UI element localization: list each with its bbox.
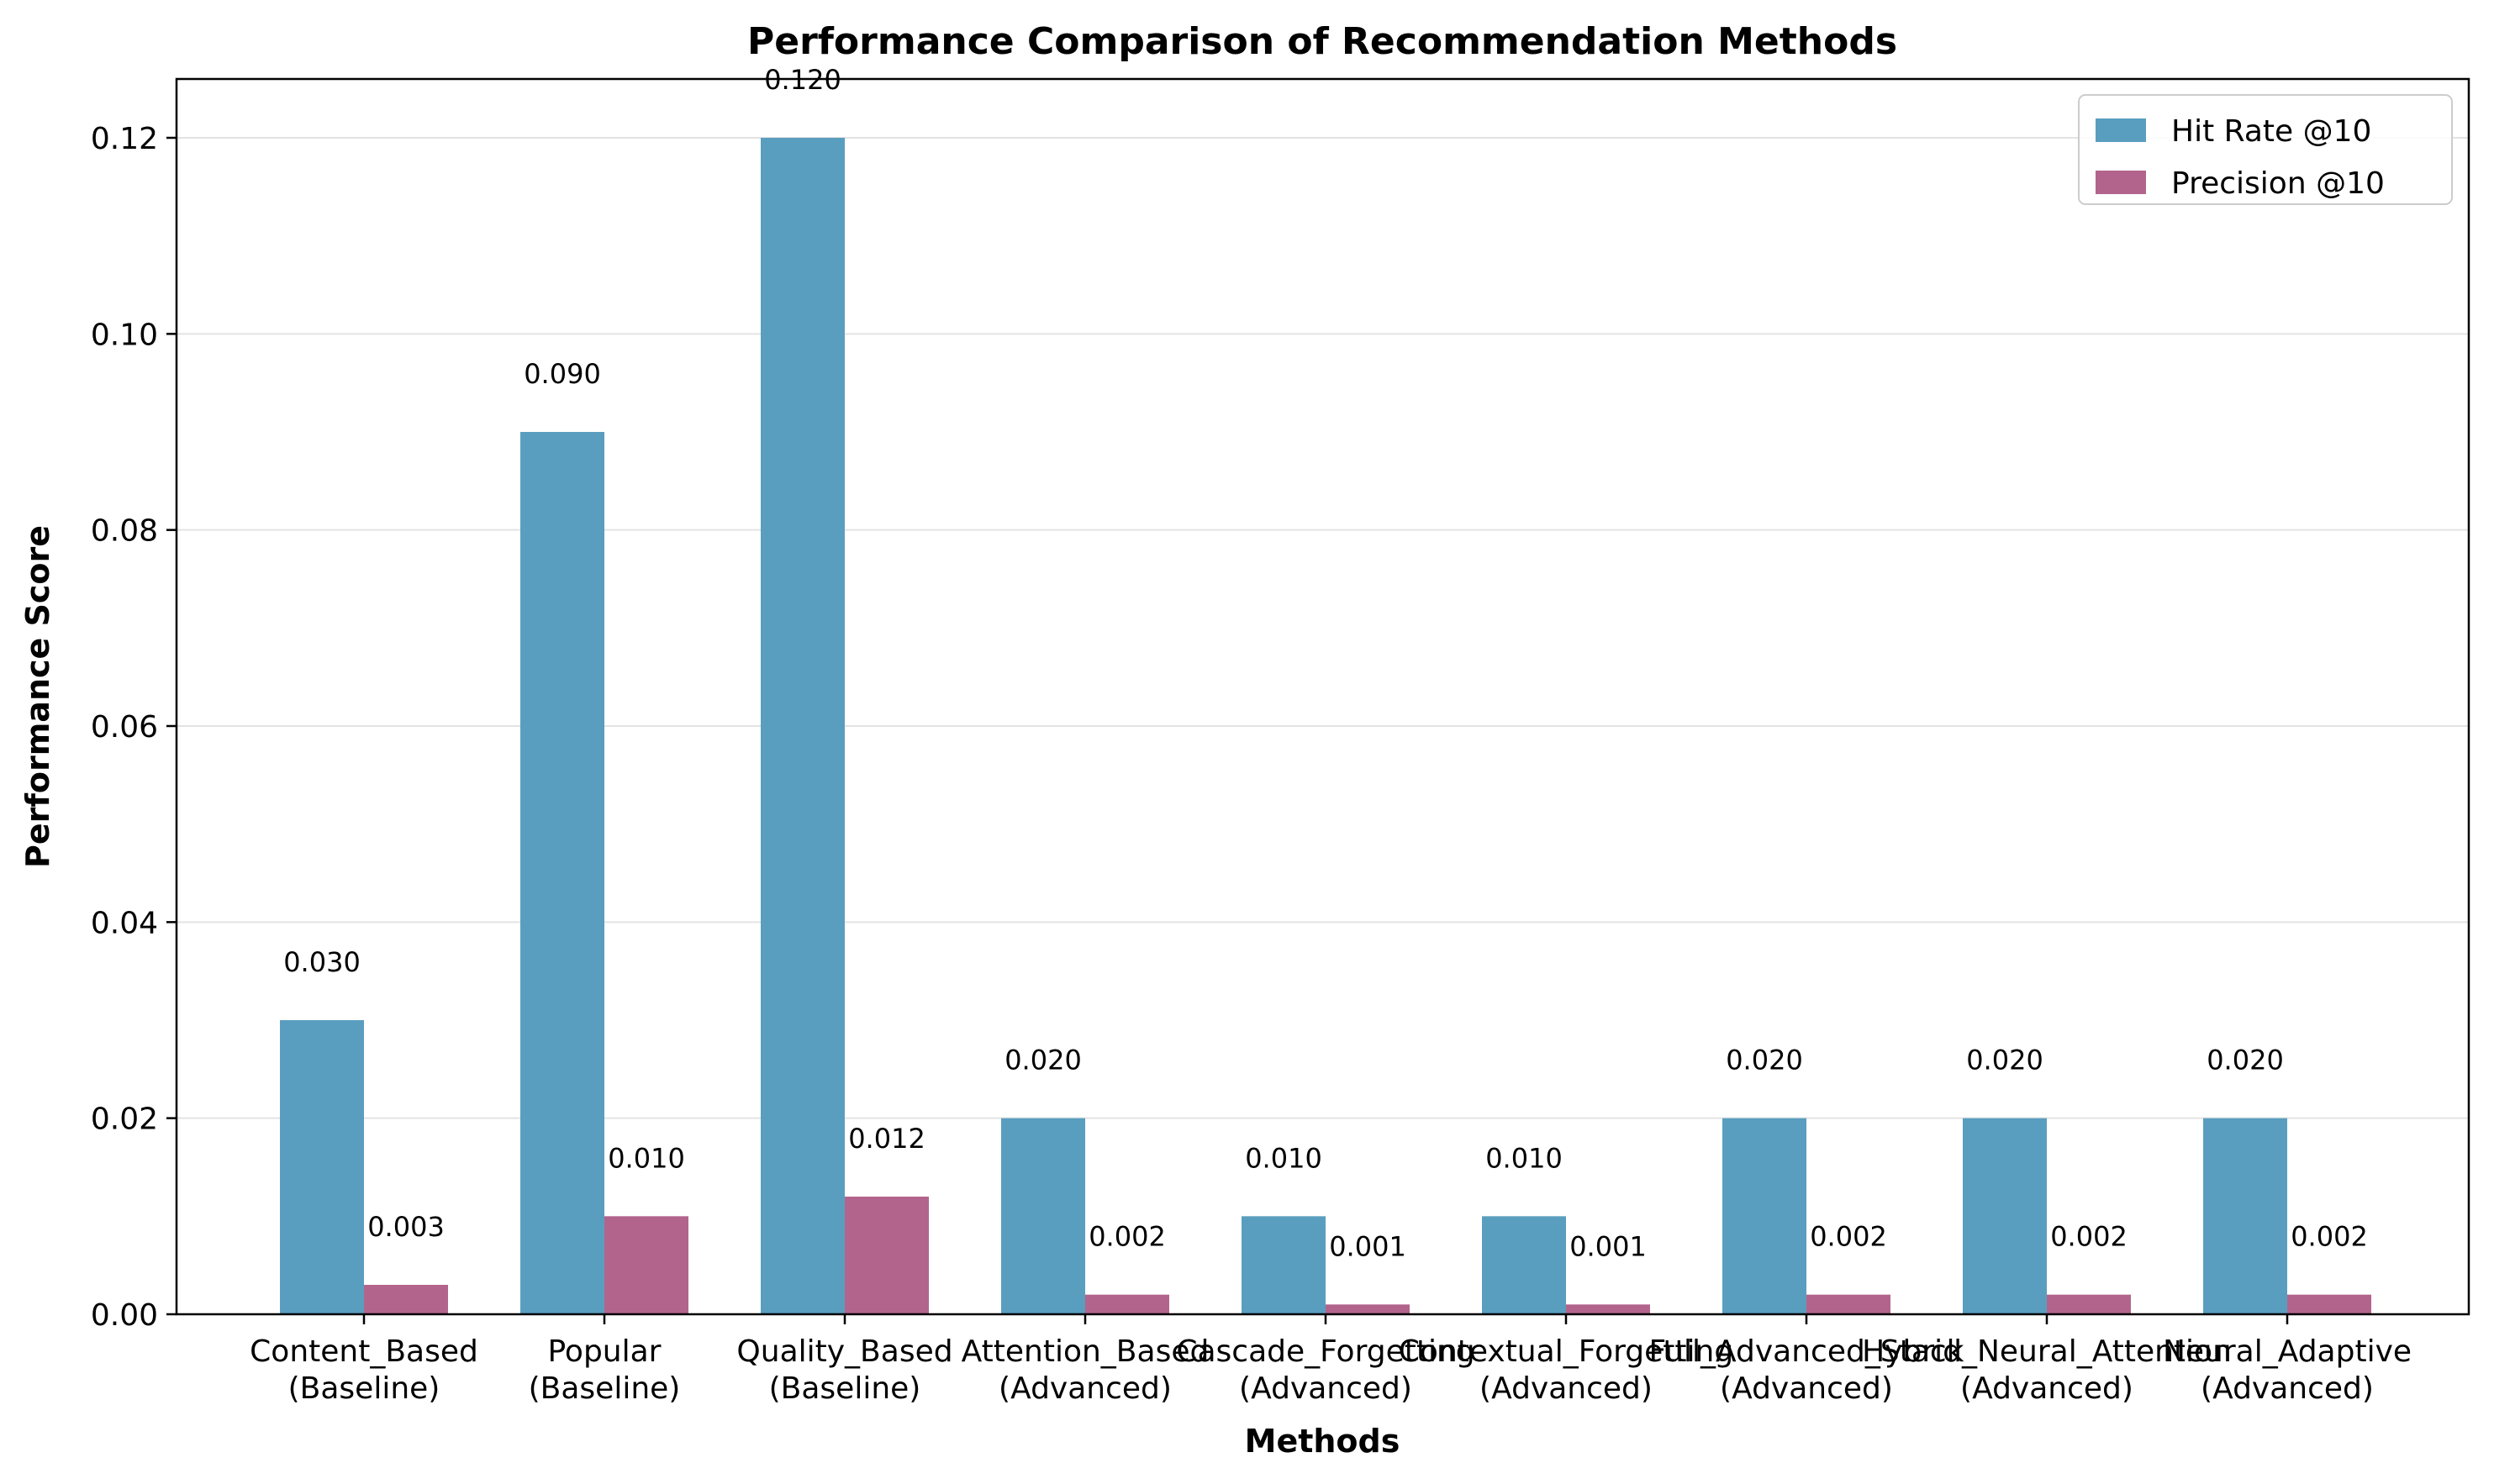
hit-rate-value-label: 0.030 [283,946,361,978]
hit-rate-bar [761,138,845,1314]
x-tick-label-line: (Baseline) [769,1371,921,1406]
x-axis-ticks: Content_Based (Baseline)Popular (Baseline)… [250,1314,2412,1406]
precision-bar [1566,1304,1650,1314]
hit-rate-value-label: 0.020 [2207,1045,2284,1076]
x-tick-label-line: (Advanced) [1239,1371,1412,1406]
x-tick-label-line: Hybrid_Neural_Attention [1862,1334,2232,1369]
x-tick-label: Hybrid_Neural_Attention (Advanced) [1862,1334,2232,1406]
plot-frame [175,77,2470,1316]
x-tick-label-line: Cascade_Forgetting [1176,1334,1474,1369]
x-tick-label-line: (Advanced) [1479,1371,1653,1406]
y-tick-label: 0.02 [91,1102,158,1137]
x-tick-label: Neural_Adaptive (Advanced) [2163,1334,2412,1406]
precision-bar [604,1216,688,1314]
precision-bar [364,1285,448,1314]
x-axis-label: Methods [1245,1423,1400,1460]
y-axis-label: Performance Score [19,525,56,868]
x-tick-label: Quality_Based (Baseline) [736,1334,952,1406]
precision-bar [845,1197,929,1314]
precision-value-label: 0.012 [848,1123,925,1155]
y-tick-label: 0.08 [91,514,158,549]
hit-rate-value-label: 0.020 [1726,1045,1803,1076]
legend: Hit Rate @10 Precision @10 [2078,94,2453,205]
y-tick-label: 0.12 [91,122,158,156]
precision-value-label: 0.010 [608,1142,685,1174]
x-tick-label-line: (Advanced) [1720,1371,1893,1406]
hit-rate-bar [1722,1118,1806,1314]
hit-rate-value-label: 0.010 [1245,1142,1322,1174]
precision-value-label: 0.002 [1810,1221,1887,1253]
x-tick-label-line: (Baseline) [288,1371,440,1406]
y-axis-ticks: 0.00 0.02 0.04 0.06 0.08 0.10 0.12 [91,122,177,1333]
hit-rate-value-label: 0.020 [1966,1045,2043,1076]
precision-bar [1326,1304,1410,1314]
precision-value-label: 0.002 [1089,1221,1166,1253]
x-tick-label-line: Contextual_Forgetting [1399,1334,1733,1369]
precision-bar [2047,1294,2131,1314]
legend-label: Precision @10 [2171,166,2385,201]
chart-title: Performance Comparison of Recommendation… [747,20,1897,63]
x-tick-label-line: Quality_Based [736,1334,952,1369]
precision-value-label: 0.001 [1569,1230,1647,1262]
x-tick-label: Popular (Baseline) [529,1334,681,1406]
legend-swatch [2096,118,2146,142]
hit-rate-bar [1482,1216,1566,1314]
hit-rate-value-label: 0.020 [1004,1045,1082,1076]
hit-rate-bar [1242,1216,1326,1314]
y-tick-label: 0.06 [91,710,158,745]
precision-value-label: 0.002 [2291,1221,2368,1253]
x-tick-label-line: Content_Based [250,1334,478,1369]
x-tick-label-line: Full_Advanced_Stack [1648,1334,1964,1369]
precision-bar [2287,1294,2371,1314]
x-tick-label-line: (Advanced) [999,1371,1172,1406]
y-tick-label: 0.00 [91,1298,158,1333]
y-tick-label: 0.10 [91,318,158,352]
x-tick-label: Content_Based (Baseline) [250,1334,478,1406]
legend-swatch [2096,171,2146,194]
x-tick-label-line: (Advanced) [2201,1371,2374,1406]
x-tick-label-line: Popular [548,1334,662,1369]
hit-rate-bar [1001,1118,1085,1314]
precision-bar [1085,1294,1169,1314]
x-tick-label-line: (Advanced) [1960,1371,2133,1406]
hit-rate-bar [2203,1118,2287,1314]
precision-value-label: 0.001 [1329,1230,1406,1262]
x-tick-label-line: (Baseline) [529,1371,681,1406]
precision-value-label: 0.003 [367,1211,445,1243]
x-tick-label: Contextual_Forgetting (Advanced) [1399,1334,1733,1406]
hit-rate-value-label: 0.090 [524,358,601,390]
hit-rate-value-label: 0.010 [1485,1142,1563,1174]
precision-bar [1806,1294,1890,1314]
precision-value-label: 0.002 [2050,1221,2128,1253]
x-tick-label: Full_Advanced_Stack (Advanced) [1648,1334,1964,1406]
x-tick-label-line: Attention_Based [962,1334,1210,1369]
hit-rate-bar [520,432,604,1314]
hit-rate-bar [1963,1118,2047,1314]
bars [280,138,2371,1314]
legend-box [2078,94,2453,205]
legend-label: Hit Rate @10 [2171,114,2371,149]
x-tick-label-line: Neural_Adaptive [2163,1334,2412,1369]
hit-rate-bar [280,1020,364,1314]
y-tick-label: 0.04 [91,906,158,940]
x-tick-label: Attention_Based (Advanced) [962,1334,1210,1406]
x-tick-label: Cascade_Forgetting (Advanced) [1176,1334,1474,1406]
